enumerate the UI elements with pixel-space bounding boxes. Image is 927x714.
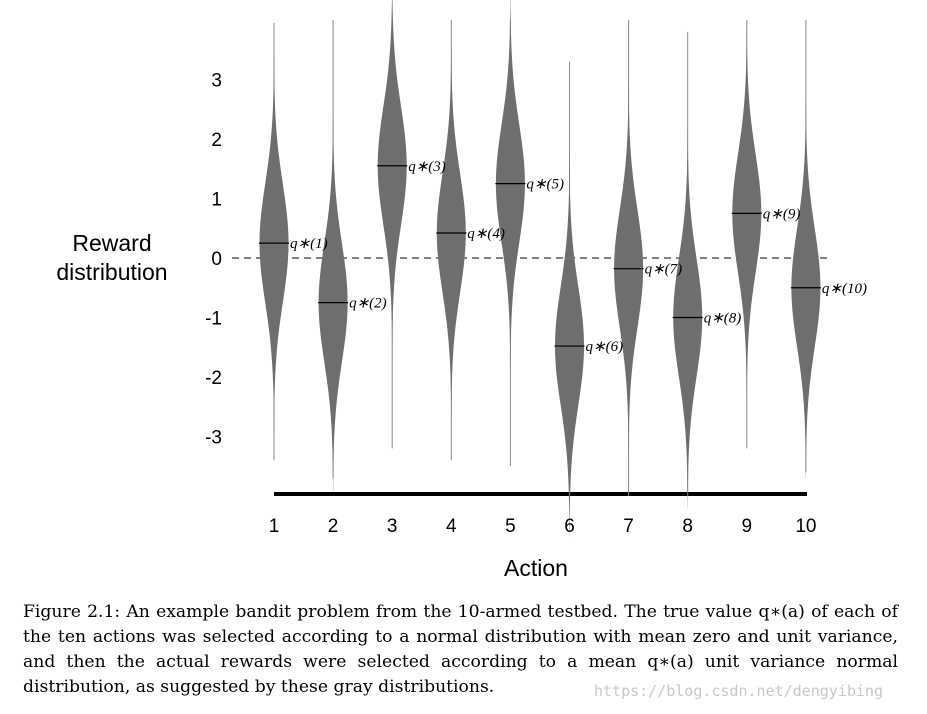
mean-label-4: q∗(4) — [467, 226, 505, 242]
y-tick-label: 2 — [211, 130, 222, 151]
figure-caption: Figure 2.1: An example bandit problem fr… — [23, 602, 898, 697]
mean-label-3: q∗(3) — [408, 159, 446, 175]
y-tick-label: -1 — [205, 309, 222, 330]
y-tick-label: 3 — [211, 71, 222, 92]
x-tick-label: 5 — [505, 516, 516, 537]
x-tick-label: 4 — [446, 516, 457, 537]
y-tick-label: -2 — [205, 368, 222, 389]
mean-label-10: q∗(10) — [822, 281, 867, 297]
violins-layer — [259, 0, 821, 537]
x-tick-label: 9 — [742, 516, 753, 537]
y-tick-labels: 3 2 1 0 -1 -2 -3 — [205, 71, 222, 449]
y-axis-label-line-2: distribution — [56, 259, 167, 285]
mean-label-9: q∗(9) — [763, 206, 801, 222]
x-tick-label: 3 — [387, 516, 398, 537]
mean-label-5: q∗(5) — [526, 177, 564, 193]
x-tick-label: 7 — [623, 516, 634, 537]
x-tick-label: 1 — [269, 516, 280, 537]
violin-action-3 — [377, 0, 407, 357]
watermark-url: https://blog.csdn.net/dengyibing — [594, 682, 883, 700]
y-tick-label: 1 — [211, 190, 222, 211]
x-tick-label: 10 — [795, 516, 816, 537]
x-tick-label: 6 — [564, 516, 575, 537]
mean-label-1: q∗(1) — [290, 236, 328, 252]
mean-label-8: q∗(8) — [704, 311, 742, 327]
x-tick-label: 2 — [328, 516, 339, 537]
x-tick-labels: 1 2 3 4 5 6 7 8 9 10 — [269, 516, 817, 537]
y-tick-label: 0 — [211, 249, 222, 270]
mean-label-2: q∗(2) — [349, 296, 387, 312]
mean-label-7: q∗(7) — [645, 262, 683, 278]
y-axis-label-line-1: Reward — [72, 230, 151, 256]
y-tick-label: -3 — [205, 428, 222, 449]
x-axis-label: Action — [504, 555, 568, 581]
violin-chart: q∗(1) q∗(2) q∗(3) q∗(4) q∗(5) q∗(6) q∗(7) q∗(8)… — [56, 0, 867, 581]
x-tick-label: 8 — [682, 516, 693, 537]
means-layer: q∗(1) q∗(2) q∗(3) q∗(4) q∗(5) q∗(6) q∗(7) q∗(8)… — [259, 159, 867, 355]
violin-action-5 — [495, 0, 525, 375]
mean-label-6: q∗(6) — [586, 339, 624, 355]
